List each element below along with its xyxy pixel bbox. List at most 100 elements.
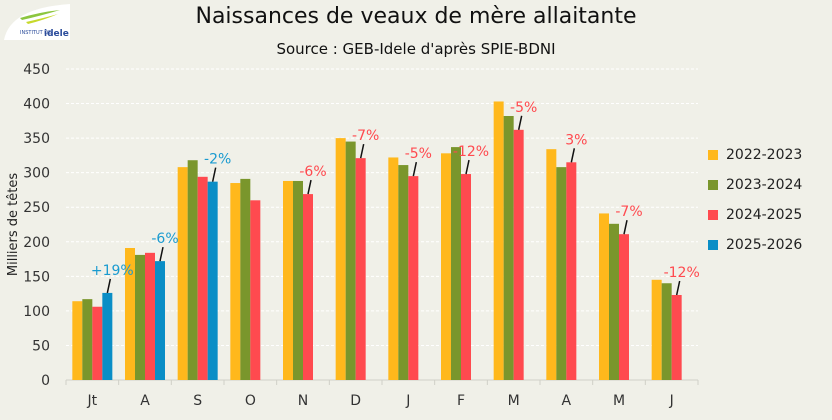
bar-2024-2025 (92, 306, 103, 380)
change-label: -6% (151, 231, 178, 247)
chart-title: Naissances de veaux de mère allaitante (195, 4, 637, 29)
y-tick-label: 200 (23, 235, 50, 251)
leader-line (106, 278, 112, 294)
x-tick-label: O (245, 393, 256, 409)
bar-2024-2025 (303, 194, 313, 380)
y-tick-label: 300 (23, 166, 50, 182)
leader-line (623, 220, 628, 235)
legend-item: 2024-2025 (708, 200, 802, 230)
bar-2024-2025 (513, 129, 524, 380)
bar-2025-2026 (102, 292, 113, 380)
change-label: -12% (664, 265, 700, 281)
change-label: -12% (453, 144, 489, 160)
bar-2022-2023 (388, 157, 399, 380)
legend-swatch (708, 210, 718, 220)
bar-2022-2023 (125, 247, 135, 380)
bar-2023-2024 (135, 254, 145, 380)
legend-item: 2023-2024 (708, 170, 802, 200)
legend: 2022-2023 2023-2024 2024-2025 2025-2026 (708, 140, 802, 260)
x-tick-label: A (140, 393, 150, 409)
idele-logo: INSTITUT DE idele (4, 4, 70, 40)
y-tick-label: 400 (23, 97, 50, 113)
x-tick-label: N (298, 393, 308, 409)
y-tick-label: 250 (23, 200, 50, 216)
leader-line (465, 159, 470, 175)
x-tick-label: J (669, 393, 674, 409)
bar-2024-2025 (197, 176, 208, 380)
bar-2025-2026 (155, 261, 165, 380)
bar-2024-2025 (566, 162, 577, 380)
x-tick-label: M (613, 393, 625, 409)
bar-2023-2024 (345, 141, 356, 380)
y-tick-label: 100 (23, 304, 50, 320)
bar-2024-2025 (145, 252, 155, 380)
bar-2024-2025 (619, 234, 629, 380)
leader-line (159, 246, 164, 262)
change-label: -7% (615, 204, 642, 220)
bar-2022-2023 (72, 301, 83, 380)
legend-label: 2023-2024 (726, 177, 803, 193)
bar-2023-2024 (556, 167, 567, 380)
change-label: -5% (510, 100, 537, 116)
change-label: +19% (91, 263, 134, 279)
y-axis-label: Milliers de têtes (6, 173, 21, 276)
bar-2022-2023 (441, 153, 451, 380)
svg-text:idele: idele (44, 29, 69, 39)
leader-line (211, 167, 217, 182)
bar-2025-2026 (207, 181, 218, 380)
y-tick-label: 350 (23, 131, 50, 147)
change-label: 3% (565, 132, 587, 148)
bar-2023-2024 (609, 223, 619, 380)
bar-2022-2023 (546, 149, 557, 380)
bar-2024-2025 (250, 200, 261, 380)
x-tick-label: D (350, 393, 361, 409)
bar-2023-2024 (398, 165, 409, 380)
leader-line (675, 280, 681, 296)
leader-line (307, 179, 312, 195)
bar-2022-2023 (335, 138, 346, 380)
svg-text:INSTITUT DE: INSTITUT DE (20, 30, 51, 36)
bar-2022-2023 (651, 279, 662, 380)
bar-2024-2025 (671, 294, 682, 380)
bar-2022-2023 (283, 180, 293, 380)
bar-2022-2023 (177, 167, 188, 380)
legend-label: 2022-2023 (726, 147, 803, 163)
x-tick-label: M (508, 393, 520, 409)
legend-item: 2022-2023 (708, 140, 802, 170)
bar-2023-2024 (451, 147, 461, 380)
legend-label: 2025-2026 (726, 237, 803, 253)
leader-line (412, 161, 418, 177)
legend-swatch (708, 180, 718, 190)
bar-2022-2023 (493, 101, 504, 380)
x-tick-label: F (457, 393, 465, 409)
legend-swatch (708, 150, 718, 160)
x-tick-label: J (405, 393, 410, 409)
bar-2024-2025 (408, 176, 419, 380)
bar-2024-2025 (355, 158, 366, 380)
change-label: -6% (299, 164, 326, 180)
y-tick-label: 50 (32, 338, 50, 354)
y-tick-label: 450 (23, 62, 50, 78)
bar-2023-2024 (82, 299, 93, 380)
legend-item: 2025-2026 (708, 230, 802, 260)
bar-2022-2023 (230, 183, 241, 380)
x-tick-label: S (193, 393, 202, 409)
x-tick-label: Jt (87, 393, 98, 409)
leader-line (570, 148, 576, 163)
y-tick-label: 0 (41, 373, 50, 389)
y-tick-label: 150 (23, 269, 50, 285)
bar-2023-2024 (293, 180, 303, 380)
x-tick-label: A (562, 393, 572, 409)
leader-line (359, 143, 365, 159)
leader-line (517, 115, 523, 130)
bar-2023-2024 (240, 178, 251, 380)
legend-swatch (708, 240, 718, 250)
change-label: -7% (352, 128, 379, 144)
change-label: -2% (204, 152, 231, 168)
bar-2022-2023 (599, 213, 609, 380)
bar-2023-2024 (661, 283, 672, 380)
legend-label: 2024-2025 (726, 207, 803, 223)
change-label: -5% (405, 146, 432, 162)
bar-2023-2024 (187, 160, 198, 380)
